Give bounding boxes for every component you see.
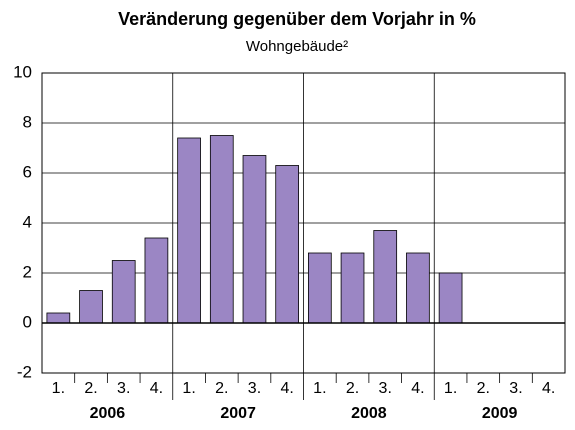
x-tick-label: 2. (84, 380, 97, 397)
chart-subtitle: Wohngebäude² (246, 38, 348, 55)
bar (111, 260, 136, 324)
bar (144, 237, 169, 324)
bar (308, 252, 332, 324)
bar (340, 252, 365, 324)
x-tick-label: 2. (477, 380, 490, 397)
x-tick-label: 1. (52, 380, 65, 397)
x-tick-label: 1. (182, 380, 195, 397)
bar (275, 165, 299, 324)
bar (46, 312, 71, 324)
y-tick-label: 8 (23, 112, 32, 131)
group-label: 2006 (90, 405, 126, 422)
bar (438, 272, 463, 324)
chart-title: Veränderung gegenüber dem Vorjahr in % (118, 9, 476, 29)
bar (177, 137, 201, 324)
x-tick-label: 3. (117, 380, 130, 397)
x-tick-label: 2. (215, 380, 228, 397)
y-tick-label: -2 (17, 362, 32, 381)
y-tick-label: 10 (13, 62, 32, 81)
group-label: 2009 (482, 405, 518, 422)
x-tick-label: 4. (542, 380, 555, 397)
y-tick-label: 2 (23, 262, 32, 281)
x-tick-label: 4. (150, 380, 163, 397)
x-tick-label: 4. (411, 380, 424, 397)
x-tick-label: 1. (313, 380, 326, 397)
bar (242, 155, 267, 324)
x-tick-label: 3. (379, 380, 392, 397)
group-label: 2007 (220, 405, 256, 422)
y-tick-label: 6 (23, 162, 32, 181)
y-tick-label: 0 (23, 312, 32, 331)
x-tick-label: 1. (444, 380, 457, 397)
y-tick-label: 4 (23, 212, 32, 231)
x-tick-label: 2. (346, 380, 359, 397)
bar (373, 230, 398, 324)
x-tick-label: 4. (280, 380, 293, 397)
plot-frame (41, 72, 566, 374)
x-tick-label: 3. (248, 380, 261, 397)
bar (406, 252, 430, 324)
group-label: 2008 (351, 405, 387, 422)
bar (79, 290, 103, 324)
bar (209, 135, 234, 324)
x-tick-label: 3. (509, 380, 522, 397)
